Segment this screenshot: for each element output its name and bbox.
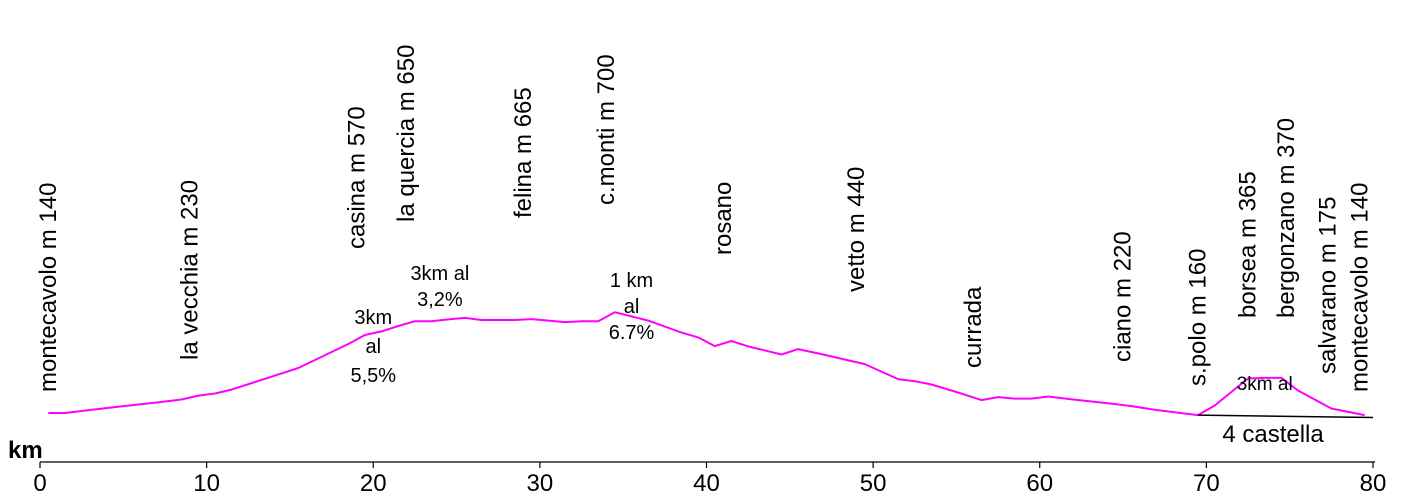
place-label: felina m 665 [510, 87, 537, 218]
x-axis-label: km [8, 437, 43, 464]
place-labels: montecavolo m 140 la vecchia m 230 casina … [35, 45, 1373, 392]
place-label: s.polo m 160 [1185, 249, 1212, 386]
place-label: rosano [710, 182, 737, 255]
gradient-annotation: al [624, 296, 640, 318]
x-tick-label: 40 [693, 470, 720, 493]
place-label: ciano m 220 [1110, 231, 1137, 362]
series-layer [48, 311, 1374, 419]
gradient-annotation: 3km al [1237, 374, 1293, 395]
x-tick-label: 70 [1193, 470, 1220, 493]
gradient-annotation: 3,2% [417, 289, 463, 311]
place-label: la vecchia m 230 [177, 180, 204, 360]
gradient-annotation: 6.7% [609, 322, 655, 344]
gradient-annotation: 4 castella [1222, 421, 1324, 448]
place-label: borsea m 365 [1235, 171, 1262, 318]
x-tick-label: 80 [1360, 470, 1387, 493]
x-tick-label: 50 [860, 470, 887, 493]
x-tick-label: 60 [1026, 470, 1053, 493]
gradient-annotation: 1 km [610, 270, 653, 292]
place-label: montecavolo m 140 [1346, 183, 1373, 392]
place-label: c.monti m 700 [593, 54, 620, 205]
gradient-annotation: 5,5% [350, 365, 396, 387]
x-tick-label: 0 [33, 470, 46, 493]
x-tick-label: 20 [360, 470, 387, 493]
place-label: currada [960, 286, 987, 368]
gradient-annotation: 3km al [410, 263, 469, 285]
place-label: casina m 570 [343, 106, 370, 249]
gradient-annotation: al [365, 336, 381, 358]
place-label: bergonzano m 370 [1273, 118, 1300, 318]
place-label: vetto m 440 [843, 167, 870, 292]
x-tick-label: 10 [193, 470, 220, 493]
place-label: montecavolo m 140 [35, 183, 62, 392]
annotations: 3km al 5,5% 3km al 3,2% 1 km al 6.7% 3km al 4 cas… [350, 263, 1324, 448]
x-axis: 0 10 20 30 40 50 60 70 80 [33, 461, 1387, 493]
place-label: salvarano m 175 [1315, 197, 1342, 374]
baseline-segment [1197, 414, 1374, 419]
gradient-annotation: 3km [354, 307, 392, 329]
place-label: la quercia m 650 [393, 45, 420, 222]
elevation-series-line [48, 311, 1365, 417]
x-tick-label: 30 [527, 470, 554, 493]
